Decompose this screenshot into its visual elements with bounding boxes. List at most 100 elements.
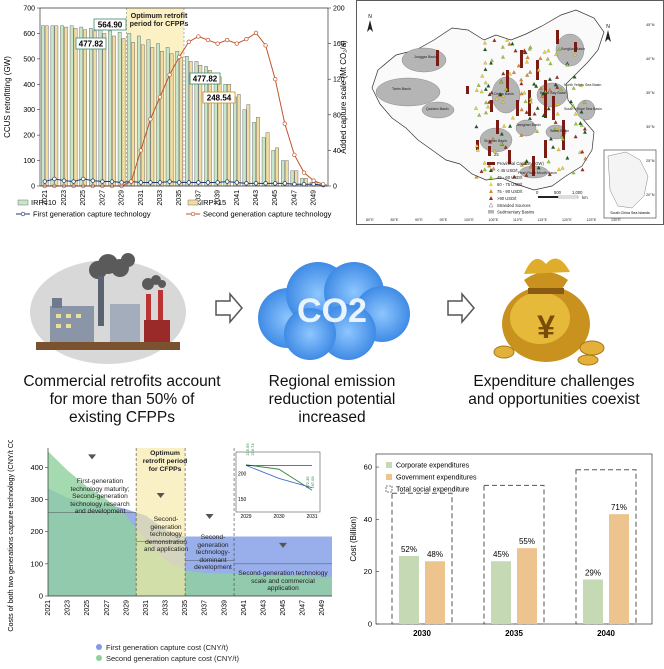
svg-text:¥: ¥ [537,309,555,345]
source-marker [524,110,529,114]
left-tick-label: 0 [31,184,35,191]
government-share-label: 55% [519,537,535,546]
first-gen-point [71,179,76,184]
source-marker [538,56,543,60]
bar-irp10 [98,29,103,187]
source-marker [474,88,479,92]
right-tick-label: 40 [333,148,341,155]
source-marker [491,166,496,171]
second-gen-cost-area [48,451,332,596]
source-marker [486,83,491,88]
money-bag-icon: ¥ [502,258,590,362]
inset-x-tick: 2030 [273,514,284,520]
bar-irp10 [165,47,170,187]
source-marker [579,83,583,87]
bar-irp10 [137,35,141,187]
inset-value: 167.09 [310,476,315,489]
svg-text:40°N: 40°N [646,57,655,61]
bar-irp10 [185,56,189,187]
source-marker [504,87,509,91]
caption-expenditure: Expenditure challenges and opportunities… [468,373,640,408]
corporate-share-label: 52% [401,545,417,554]
cost-note-4: Second-generation technology scale and c… [238,570,328,593]
source-marker [535,129,539,133]
second-gen-point [167,72,172,77]
down-arrow-icon [156,493,165,499]
first-gen-point [311,182,316,187]
left-tick-label: 400 [23,82,35,89]
source-marker [543,89,548,94]
basin-labels: Junggar Basin Tarim Basin Qaidam Basin O… [392,47,602,175]
source-marker [549,136,553,141]
bar-irp15 [44,25,49,187]
cost-y-tick: 200 [30,527,43,536]
svg-text:Ordos Basin: Ordos Basin [494,92,514,96]
first-gen-point [138,180,143,185]
bar-irp10 [146,39,151,187]
lon-label: 105°E [489,218,499,222]
source-marker [491,136,495,141]
cost-legend-first: First generation capture cost (CNY/t) [96,643,228,652]
source-marker [579,123,584,127]
source-marker [483,67,488,71]
government-share-label: 71% [611,503,627,512]
first-gen-point [244,181,249,186]
bar-irp15 [64,26,68,187]
bar-irp15 [131,42,135,187]
bar-irp10 [156,43,160,187]
cost-x-tick: 2039 [221,600,228,616]
inset-label: South China Sea Islands [610,211,650,215]
first-gen-point [225,179,230,184]
source-marker [572,74,577,79]
second-gen-point [234,41,239,46]
second-gen-point [263,43,268,48]
source-marker [546,106,551,111]
svg-text:25°N: 25°N [646,159,655,163]
source-marker [510,115,515,120]
source-marker [516,63,521,68]
source-marker [528,99,533,104]
inset-value: 215.59 [245,443,250,456]
first-gen-point [81,176,86,182]
left-tick-label: 100 [23,158,35,165]
source-marker [555,85,560,89]
svg-text:Qaidam Basin: Qaidam Basin [426,107,449,111]
source-marker [512,174,517,179]
svg-text:N: N [606,24,610,30]
second-gen-point [273,77,278,82]
bar-irp15 [236,94,241,187]
cost-x-tick: 2043 [260,600,267,616]
x-tick-label: 2033 [157,190,164,206]
exp-x-tick: 2030 [413,629,431,638]
cost-x-tick: 2023 [65,600,72,616]
exp-y-label: Cost (Billion) [349,516,358,562]
source-marker [542,49,547,54]
cost-x-tick: 2033 [163,600,170,616]
source-marker [499,80,504,84]
capacity-chart-panel: 0 100 200 300 400 500 600 700 0 40 80 120 160 200 2021… [0,0,352,225]
source-marker [528,116,532,120]
source-marker [523,99,528,103]
source-marker [508,71,512,76]
exp-y-tick: 0 [368,620,372,629]
china-map-panel: South China Sea Islands Junggar Basin Ta… [356,0,664,225]
svg-text:1,000: 1,000 [572,190,583,195]
svg-text:N: N [368,14,372,20]
callout-box [93,18,127,31]
lon-label: 85°E [391,218,399,222]
legend-irp15: IRP=15 [201,198,226,207]
svg-text:Songliao Basin: Songliao Basin [561,47,585,51]
down-arrow-icon [279,542,288,548]
x-tick-label: 2041 [234,190,241,206]
svg-text:North Yellow Sea Basin: North Yellow Sea Basin [564,83,601,87]
total-expenditure-box [391,492,453,625]
source-marker [553,82,558,87]
bar-irp10 [79,26,84,187]
government-bar [425,561,445,624]
right-tick-label: 120 [333,77,345,84]
bar-irp15 [102,33,107,187]
source-marker [519,107,524,112]
exp-y-tick: 60 [364,463,372,472]
source-marker [556,127,561,132]
lon-label: 125°E [587,218,597,222]
